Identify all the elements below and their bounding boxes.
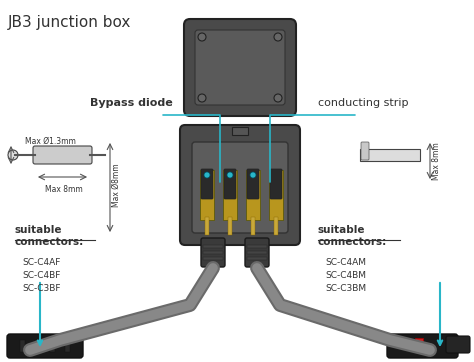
Circle shape <box>227 172 233 178</box>
Text: suitable
connectors:: suitable connectors: <box>15 225 84 247</box>
Text: SC-C4AF: SC-C4AF <box>22 258 60 267</box>
FancyBboxPatch shape <box>224 169 236 199</box>
Bar <box>247 251 267 254</box>
Text: SC-C4BF: SC-C4BF <box>22 271 60 280</box>
Bar <box>50 340 55 352</box>
Bar <box>200 170 214 220</box>
Circle shape <box>274 94 282 102</box>
Bar <box>205 217 209 235</box>
FancyBboxPatch shape <box>247 169 259 199</box>
Bar <box>415 338 423 348</box>
Bar <box>228 217 232 235</box>
Bar <box>20 340 25 352</box>
Bar <box>251 217 255 235</box>
Text: SC-C4BM: SC-C4BM <box>325 271 366 280</box>
Text: Bypass diode: Bypass diode <box>90 98 173 108</box>
Text: Max Ø8mm: Max Ø8mm <box>112 163 121 207</box>
Text: Max Ø1.3mm: Max Ø1.3mm <box>25 137 76 146</box>
Circle shape <box>8 150 18 160</box>
Bar <box>232 127 248 135</box>
Bar <box>269 170 283 220</box>
Bar <box>274 217 278 235</box>
Bar <box>223 170 237 220</box>
Bar <box>246 170 260 220</box>
Text: SC-C3BM: SC-C3BM <box>325 284 366 293</box>
FancyBboxPatch shape <box>446 336 470 353</box>
Circle shape <box>204 172 210 178</box>
Circle shape <box>250 172 256 178</box>
Text: Max 8mm: Max 8mm <box>432 142 441 180</box>
FancyBboxPatch shape <box>201 238 225 267</box>
FancyBboxPatch shape <box>180 125 300 245</box>
FancyBboxPatch shape <box>192 142 288 233</box>
Circle shape <box>198 33 206 41</box>
FancyBboxPatch shape <box>7 334 83 358</box>
FancyBboxPatch shape <box>270 169 282 199</box>
FancyBboxPatch shape <box>184 19 296 116</box>
Text: conducting strip: conducting strip <box>318 98 409 108</box>
Bar <box>203 251 223 254</box>
FancyBboxPatch shape <box>361 142 369 160</box>
Bar <box>35 340 40 352</box>
Text: suitable
connectors:: suitable connectors: <box>318 225 387 247</box>
FancyBboxPatch shape <box>195 30 285 105</box>
Circle shape <box>274 33 282 41</box>
Text: JB3 junction box: JB3 junction box <box>8 15 131 30</box>
Bar <box>203 245 223 248</box>
Bar <box>247 257 267 260</box>
FancyBboxPatch shape <box>360 149 420 161</box>
FancyBboxPatch shape <box>387 334 458 358</box>
FancyBboxPatch shape <box>245 238 269 267</box>
Circle shape <box>198 94 206 102</box>
Bar <box>247 245 267 248</box>
Bar <box>203 257 223 260</box>
FancyBboxPatch shape <box>33 146 92 164</box>
Text: SC-C3BF: SC-C3BF <box>22 284 61 293</box>
Bar <box>65 340 70 352</box>
FancyBboxPatch shape <box>201 169 213 199</box>
Text: Max 8mm: Max 8mm <box>45 185 83 194</box>
Text: SC-C4AM: SC-C4AM <box>325 258 366 267</box>
